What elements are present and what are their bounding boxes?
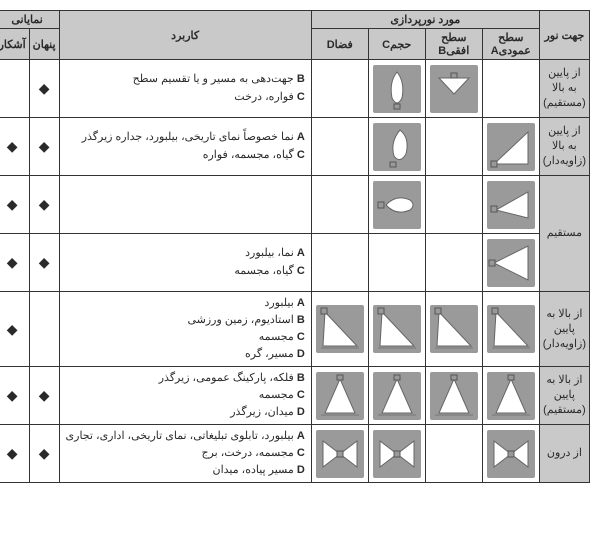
visible-cell <box>0 60 29 118</box>
lighting-table: جهت نور مورد نورپردازی کاربرد نمایانی سط… <box>0 10 590 483</box>
hdr-col-c: حجمC <box>368 29 425 60</box>
icon-cell-a <box>482 234 539 292</box>
icon-cell-b <box>425 292 482 367</box>
table-row: از بالا بهپایین(زاویه‌دار) A بیلبوردB است… <box>0 292 590 367</box>
hdr-col-d: فضاD <box>311 29 368 60</box>
hdr-col-a: سطح عمودیA <box>482 29 539 60</box>
visible-cell: ◆ <box>0 425 29 483</box>
row-label: از درون <box>539 425 589 483</box>
icon-cell-a <box>482 292 539 367</box>
hidden-cell: ◆ <box>29 234 59 292</box>
visible-cell: ◆ <box>0 292 29 367</box>
icon-cell-b <box>425 60 482 118</box>
hidden-cell: ◆ <box>29 367 59 425</box>
hdr-visibility: نمایانی <box>0 11 59 29</box>
hdr-col-b: سطح افقیB <box>425 29 482 60</box>
icon-cell-c <box>368 60 425 118</box>
hidden-cell <box>29 292 59 367</box>
icon-cell-b <box>425 367 482 425</box>
table-row: از پایینبه بالا(مستقیم) B جهت‌دهی به مسیر… <box>0 60 590 118</box>
application-cell <box>59 176 311 234</box>
icon-cell-d <box>311 60 368 118</box>
icon-cell-a <box>482 118 539 176</box>
icon-cell-d <box>311 234 368 292</box>
icon-cell-c <box>368 234 425 292</box>
icon-cell-c <box>368 292 425 367</box>
icon-cell-a <box>482 425 539 483</box>
table-row: از بالا بهپایین(مستقیم) B فلکه، پارکینگ ع… <box>0 367 590 425</box>
application-cell: A بیلبورد، تابلوی تبلیغاتی، نمای تاریخی،… <box>59 425 311 483</box>
icon-cell-c <box>368 367 425 425</box>
application-cell: A بیلبوردB استادیوم، زمین ورزشیC مجسمهD … <box>59 292 311 367</box>
row-label: از پایینبه بالا(زاویه‌دار) <box>539 118 589 176</box>
icon-cell-d <box>311 292 368 367</box>
icon-cell-b <box>425 425 482 483</box>
hdr-subject: مورد نورپردازی <box>311 11 539 29</box>
row-label: از پایینبه بالا(مستقیم) <box>539 60 589 118</box>
icon-cell-c <box>368 176 425 234</box>
application-cell: A نما خصوصاً نمای تاریخی، بیلبورد، جداره… <box>59 118 311 176</box>
hidden-cell: ◆ <box>29 60 59 118</box>
application-cell: B فلکه، پارکینگ عمومی، زیرگذرC مجسمهD می… <box>59 367 311 425</box>
icon-cell-c <box>368 118 425 176</box>
hidden-cell: ◆ <box>29 425 59 483</box>
icon-cell-d <box>311 176 368 234</box>
row-label: مستقیم <box>539 176 589 292</box>
icon-cell-d <box>311 118 368 176</box>
visible-cell: ◆ <box>0 234 29 292</box>
icon-cell-b <box>425 176 482 234</box>
hdr-hidden: پنهان <box>29 29 59 60</box>
row-label: از بالا بهپایین(زاویه‌دار) <box>539 292 589 367</box>
table-row: A نما، بیلبوردC گیاه، مجسمه◆◆ <box>0 234 590 292</box>
hdr-light-dir: جهت نور <box>539 11 589 60</box>
icon-cell-a <box>482 60 539 118</box>
table-body: از پایینبه بالا(مستقیم) B جهت‌دهی به مسیر… <box>0 60 590 483</box>
row-label: از بالا بهپایین(مستقیم) <box>539 367 589 425</box>
application-cell: B جهت‌دهی به مسیر و یا تقسیم سطحC فواره،… <box>59 60 311 118</box>
hdr-visible: آشکار <box>0 29 29 60</box>
icon-cell-d <box>311 425 368 483</box>
table-row: از درون A بیلبورد، تابلوی تبلیغاتی، نمای … <box>0 425 590 483</box>
table-row: از پایینبه بالا(زاویه‌دار) A نما خصوصاً ن… <box>0 118 590 176</box>
visible-cell: ◆ <box>0 118 29 176</box>
hdr-application: کاربرد <box>59 11 311 60</box>
icon-cell-c <box>368 425 425 483</box>
icon-cell-a <box>482 367 539 425</box>
hidden-cell: ◆ <box>29 176 59 234</box>
icon-cell-d <box>311 367 368 425</box>
icon-cell-b <box>425 118 482 176</box>
icon-cell-b <box>425 234 482 292</box>
icon-cell-a <box>482 176 539 234</box>
visible-cell: ◆ <box>0 367 29 425</box>
hidden-cell: ◆ <box>29 118 59 176</box>
visible-cell: ◆ <box>0 176 29 234</box>
table-row: مستقیم◆◆ <box>0 176 590 234</box>
application-cell: A نما، بیلبوردC گیاه، مجسمه <box>59 234 311 292</box>
